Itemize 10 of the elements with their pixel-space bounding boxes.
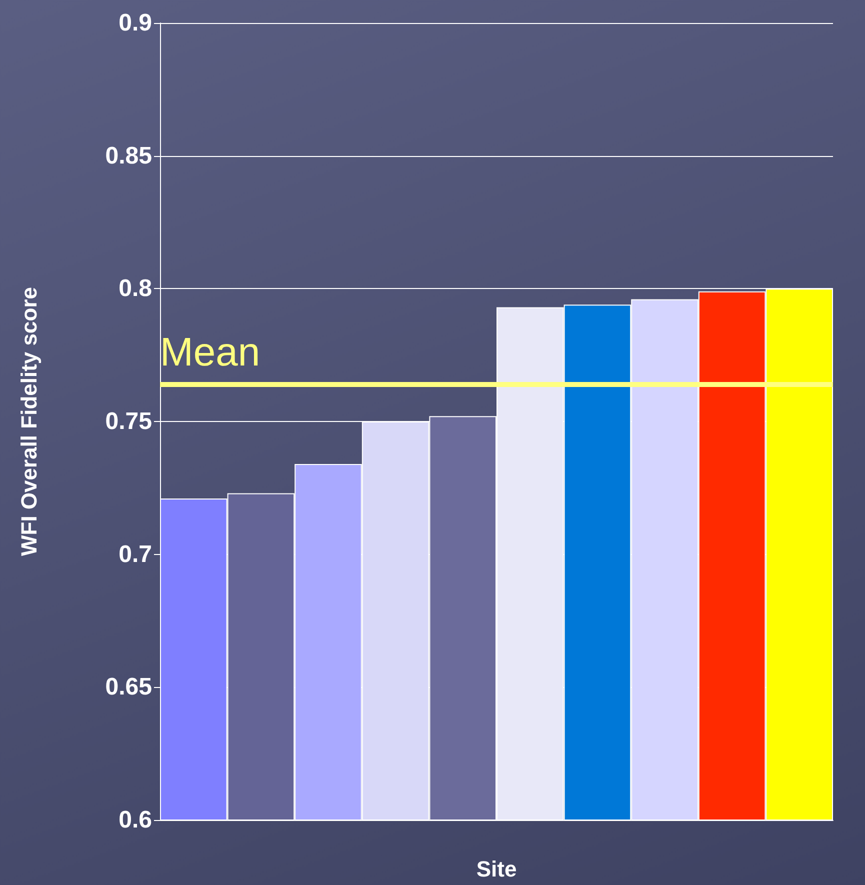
y-tick-label: 0.85: [105, 142, 152, 170]
y-tick-label: 0.7: [118, 540, 152, 568]
y-tick-label: 0.9: [118, 10, 152, 36]
y-tick-label: 0.8: [118, 275, 152, 302]
y-tick-label: 0.6: [118, 806, 152, 834]
y-tick-label: 0.75: [105, 408, 152, 435]
y-tick-label: 0.65: [105, 674, 152, 701]
y-axis-title: WFI Overall Fidelity score: [16, 287, 42, 556]
ref-line-label: Mean: [160, 330, 260, 374]
x-axis-title: Site: [476, 856, 517, 882]
